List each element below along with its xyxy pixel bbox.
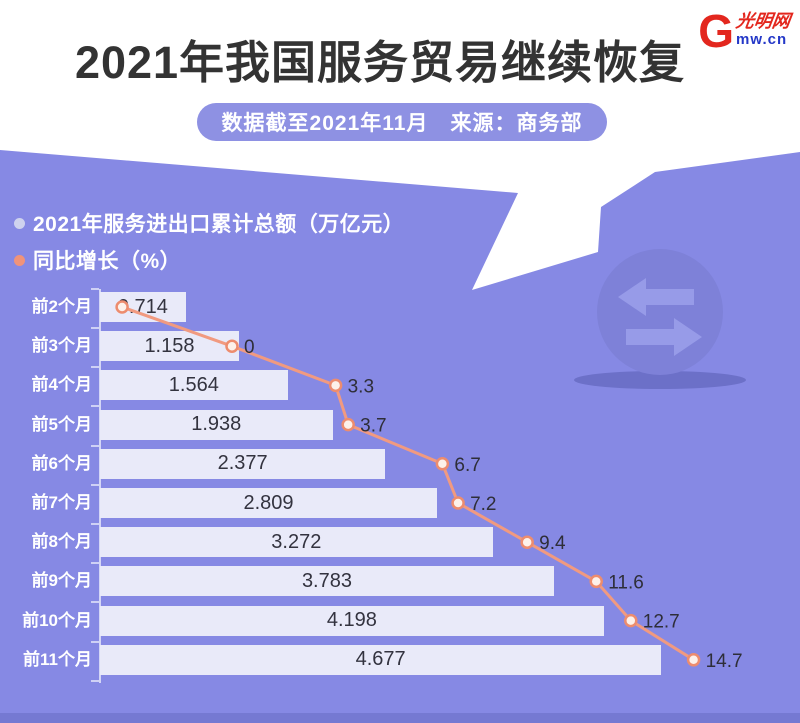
category-label: 前10个月 xyxy=(22,610,92,630)
legend-dot-growth xyxy=(14,254,25,266)
bar: 2.377 xyxy=(100,448,386,479)
logo-letter: G xyxy=(698,5,734,57)
category-label: 前6个月 xyxy=(31,453,92,473)
footer-strip xyxy=(0,713,800,723)
line-marker xyxy=(624,613,638,628)
category-label: 前9个月 xyxy=(31,571,92,591)
axis-tick xyxy=(91,601,99,604)
category-label: 前2个月 xyxy=(31,297,92,316)
bar: 4.677 xyxy=(100,644,662,675)
line-value-label: 3.3 xyxy=(348,376,374,397)
axis-tick xyxy=(91,444,99,447)
line-value-label: 14.7 xyxy=(706,651,743,672)
bar-value-label: 2.809 xyxy=(243,491,294,514)
line-value-label: 3.7 xyxy=(360,416,386,437)
bar: 4.198 xyxy=(100,605,604,636)
page-title: 2021年我国服务贸易继续恢复 xyxy=(74,37,686,88)
y-axis-line xyxy=(99,289,101,683)
bar: 1.158 xyxy=(100,331,239,362)
line-marker xyxy=(435,457,450,471)
line-value-label: 11.6 xyxy=(608,572,644,593)
bar: 0.714 xyxy=(100,292,186,322)
line-marker xyxy=(328,378,343,393)
axis-tick xyxy=(91,327,99,329)
line-marker xyxy=(520,535,534,549)
bar-value-label: 3.272 xyxy=(271,530,322,553)
bar: 3.272 xyxy=(100,527,493,558)
line-marker xyxy=(451,496,465,510)
bar-value-label: 4.198 xyxy=(326,609,377,632)
line-value-label: 12.7 xyxy=(643,612,680,633)
axis-tick xyxy=(91,523,99,525)
category-label: 前11个月 xyxy=(23,649,92,669)
legend-dot-total xyxy=(14,217,25,229)
line-value-label: 6.7 xyxy=(454,455,480,476)
category-label: 前4个月 xyxy=(31,375,92,395)
legend-label-total: 2021年服务进出口累计总额（万亿元） xyxy=(33,213,405,236)
line-value-label: 9.4 xyxy=(539,533,566,554)
line-marker xyxy=(341,417,355,432)
bar: 1.938 xyxy=(100,409,333,440)
category-label: 前7个月 xyxy=(31,493,92,512)
bar-value-label: 1.564 xyxy=(168,373,219,396)
axis-tick xyxy=(91,405,99,408)
line-value-label: 7.2 xyxy=(470,494,496,515)
bar: 2.809 xyxy=(100,488,438,518)
legend-label-growth: 同比增长（%） xyxy=(33,250,182,273)
category-label: 前8个月 xyxy=(31,532,92,552)
category-label: 前3个月 xyxy=(31,336,92,356)
bar-value-label: 2.377 xyxy=(217,452,268,475)
bar-value-label: 0.714 xyxy=(117,295,168,318)
bar-value-label: 1.158 xyxy=(144,334,195,357)
axis-tick xyxy=(91,483,99,486)
bar-value-label: 4.677 xyxy=(355,648,406,671)
data-source-banner: 数据截至2021年11月 来源：商务部 xyxy=(197,103,607,141)
logo-script-text: 光明网 xyxy=(734,11,792,31)
line-marker xyxy=(589,574,603,589)
line-marker xyxy=(686,653,701,667)
axis-tick xyxy=(91,679,99,682)
axis-tick xyxy=(91,287,99,290)
axis-tick xyxy=(91,640,99,643)
axis-tick xyxy=(91,366,99,369)
line-value-label: 0 xyxy=(244,337,255,358)
axis-tick xyxy=(91,562,99,565)
bar-value-label: 3.783 xyxy=(301,569,352,592)
category-label: 前5个月 xyxy=(31,414,92,434)
bar-value-label: 1.938 xyxy=(191,413,242,436)
bar: 3.783 xyxy=(100,566,554,597)
logo-domain-text: mw.cn xyxy=(736,30,788,48)
bar-line-chart: 前2个月 0.714 前3个月 1.158 前4个月 1.564 前5个月 1.938 前6个月… xyxy=(0,280,800,700)
legend-item-total: 2021年服务进出口累计总额（万亿元） xyxy=(14,208,404,238)
legend-item-growth: 同比增长（%） xyxy=(14,245,404,275)
gmw-logo: G 光明网 mw.cn xyxy=(698,5,792,57)
bar: 1.564 xyxy=(100,370,288,401)
legend: 2021年服务进出口累计总额（万亿元） 同比增长（%） xyxy=(14,208,404,282)
